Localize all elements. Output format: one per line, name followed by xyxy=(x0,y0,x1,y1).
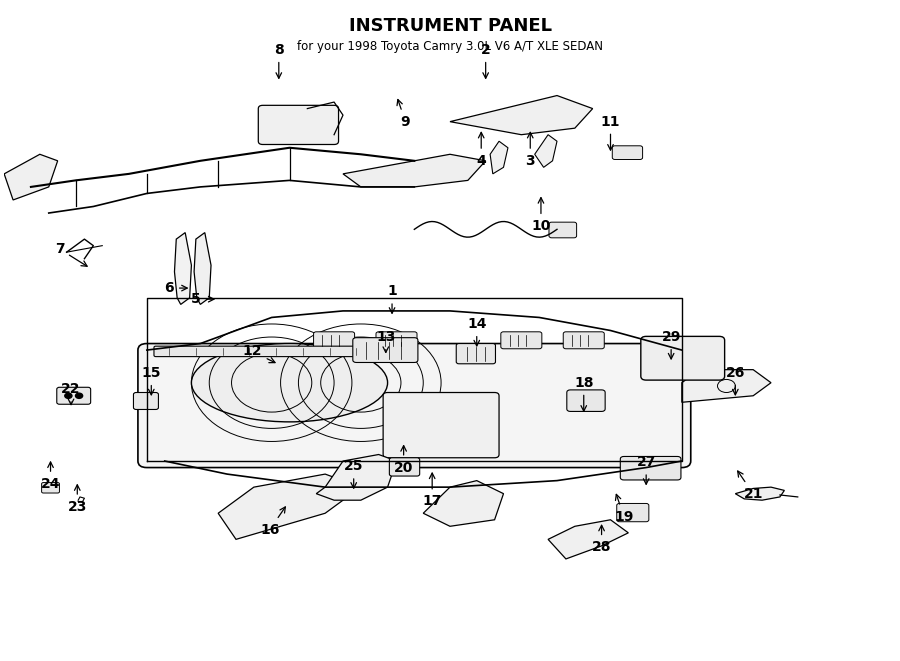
FancyBboxPatch shape xyxy=(57,387,91,405)
FancyBboxPatch shape xyxy=(620,457,681,480)
FancyBboxPatch shape xyxy=(41,483,59,493)
FancyBboxPatch shape xyxy=(616,504,649,522)
Text: 9: 9 xyxy=(397,100,410,129)
Text: 22: 22 xyxy=(61,382,81,405)
FancyBboxPatch shape xyxy=(456,344,496,364)
FancyBboxPatch shape xyxy=(612,146,643,159)
Ellipse shape xyxy=(192,344,388,422)
Text: 8: 8 xyxy=(274,43,284,78)
Text: 19: 19 xyxy=(614,494,634,524)
Text: 28: 28 xyxy=(592,525,611,554)
Text: INSTRUMENT PANEL: INSTRUMENT PANEL xyxy=(348,17,552,35)
Text: 14: 14 xyxy=(467,317,487,346)
Text: 6: 6 xyxy=(165,281,187,295)
Polygon shape xyxy=(423,481,503,526)
FancyBboxPatch shape xyxy=(138,344,691,467)
FancyBboxPatch shape xyxy=(258,105,338,145)
Polygon shape xyxy=(491,141,508,174)
Polygon shape xyxy=(735,487,785,500)
Text: 26: 26 xyxy=(725,366,745,395)
Text: 21: 21 xyxy=(738,471,763,500)
FancyBboxPatch shape xyxy=(390,458,419,476)
FancyBboxPatch shape xyxy=(567,390,605,411)
Text: for your 1998 Toyota Camry 3.0L V6 A/T XLE SEDAN: for your 1998 Toyota Camry 3.0L V6 A/T X… xyxy=(297,40,603,53)
Polygon shape xyxy=(194,233,211,305)
Text: 7: 7 xyxy=(55,242,87,266)
FancyBboxPatch shape xyxy=(154,346,407,356)
Polygon shape xyxy=(343,154,486,187)
Text: 2: 2 xyxy=(481,43,491,78)
FancyBboxPatch shape xyxy=(313,332,355,349)
FancyBboxPatch shape xyxy=(383,393,499,458)
Text: 25: 25 xyxy=(344,459,364,488)
Text: 20: 20 xyxy=(394,446,413,475)
Polygon shape xyxy=(548,520,628,559)
Text: 18: 18 xyxy=(574,375,593,411)
Text: 3: 3 xyxy=(526,132,536,168)
Text: 12: 12 xyxy=(242,344,275,363)
Text: 5: 5 xyxy=(191,292,214,306)
FancyBboxPatch shape xyxy=(641,336,724,380)
Text: 17: 17 xyxy=(422,473,442,508)
Polygon shape xyxy=(535,135,557,167)
Polygon shape xyxy=(218,474,361,539)
Text: 16: 16 xyxy=(260,507,285,537)
Polygon shape xyxy=(450,96,593,135)
Text: 10: 10 xyxy=(531,198,551,233)
FancyBboxPatch shape xyxy=(563,332,604,349)
Text: 15: 15 xyxy=(141,366,161,395)
FancyBboxPatch shape xyxy=(353,338,418,362)
Polygon shape xyxy=(175,233,192,305)
Circle shape xyxy=(76,393,83,399)
Polygon shape xyxy=(682,369,771,403)
Text: 1: 1 xyxy=(387,284,397,313)
Text: 27: 27 xyxy=(636,455,656,485)
Polygon shape xyxy=(4,154,58,200)
Text: 13: 13 xyxy=(376,330,395,352)
FancyBboxPatch shape xyxy=(133,393,158,409)
FancyBboxPatch shape xyxy=(376,332,417,349)
FancyBboxPatch shape xyxy=(549,222,577,238)
FancyBboxPatch shape xyxy=(500,332,542,349)
Text: 4: 4 xyxy=(476,132,486,168)
Circle shape xyxy=(65,393,72,399)
Text: 29: 29 xyxy=(662,330,680,359)
Text: 23: 23 xyxy=(68,485,87,514)
Text: 11: 11 xyxy=(601,114,620,150)
Text: 24: 24 xyxy=(40,462,60,491)
Polygon shape xyxy=(316,455,397,500)
